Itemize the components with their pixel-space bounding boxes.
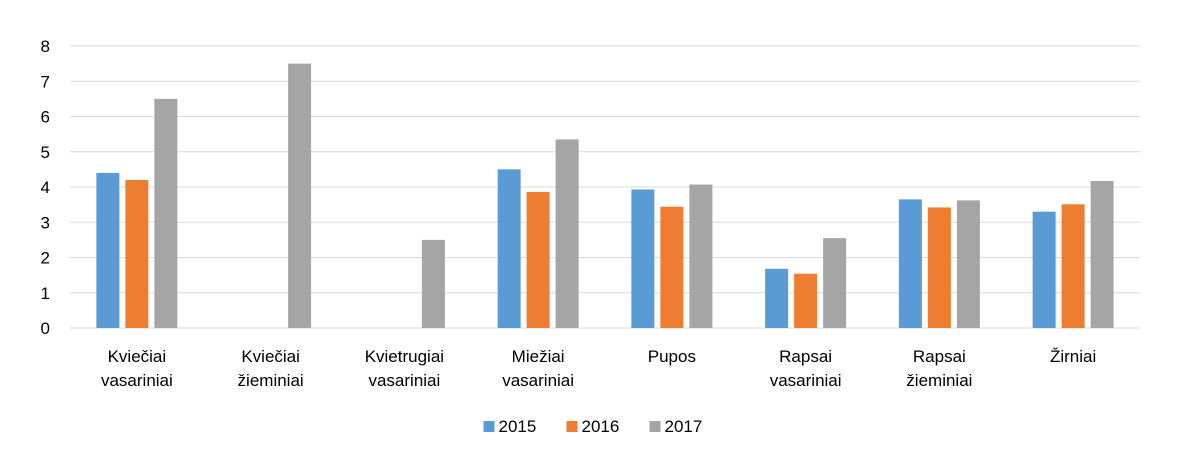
x-category-label: Rapsai žieminiai	[906, 347, 972, 390]
y-tick-label: 7	[41, 72, 50, 91]
bars	[96, 63, 1114, 328]
x-category-label-line: Kvietrugiai	[365, 347, 444, 366]
y-axis-tick-labels: 0 1 2 3 4 5 6 7 8	[41, 37, 50, 338]
y-tick-label: 3	[41, 213, 50, 232]
x-category-label: Pupos	[648, 347, 696, 366]
legend-label: 2015	[499, 417, 537, 436]
x-category-label-line: Rapsai	[913, 347, 966, 366]
x-category-label-line: vasariniai	[502, 371, 574, 390]
bar-2015-4	[631, 189, 655, 328]
x-category-label: Rapsai vasariniai	[770, 347, 842, 390]
bar-2016-5	[794, 273, 818, 328]
y-tick-label: 5	[41, 143, 50, 162]
bar-2015-6	[898, 199, 922, 328]
legend-label: 2017	[665, 417, 703, 436]
bar-2016-0	[125, 179, 149, 328]
legend-swatch	[566, 421, 578, 432]
bar-2016-7	[1061, 204, 1085, 328]
legend-swatch	[649, 421, 661, 432]
y-tick-label: 8	[41, 37, 50, 56]
legend: 2015 2016 2017	[483, 417, 703, 436]
x-category-label-line: žieminiai	[906, 371, 972, 390]
legend-swatch	[483, 421, 495, 432]
bar-2015-5	[765, 268, 789, 328]
bar-2016-6	[927, 207, 951, 328]
y-tick-label: 0	[41, 319, 50, 338]
y-tick-label: 2	[41, 249, 50, 268]
bar-2017-7	[1090, 181, 1114, 328]
x-category-label-line: Miežiai	[512, 347, 565, 366]
x-category-label: Kvietrugiai vasariniai	[365, 347, 444, 390]
legend-label: 2016	[582, 417, 620, 436]
bar-2017-5	[823, 238, 847, 328]
x-category-label-line: Rapsai	[779, 347, 832, 366]
bar-2017-0	[154, 98, 178, 328]
x-category-label-line: Kviečiai	[108, 347, 167, 366]
y-tick-label: 6	[41, 108, 50, 127]
x-axis-category-labels: Kviečiai vasariniai Kviečiai žieminiai Kviet…	[101, 347, 1096, 390]
y-tick-label: 1	[41, 284, 50, 303]
legend-item-2015: 2015	[483, 417, 537, 436]
x-category-label-line: vasariniai	[770, 371, 842, 390]
bar-2017-1	[288, 63, 312, 328]
x-category-label-line: žieminiai	[238, 371, 304, 390]
x-category-label-line: Žirniai	[1050, 347, 1096, 366]
bar-2017-6	[956, 200, 980, 328]
bar-2017-3	[555, 139, 579, 328]
bar-2017-4	[689, 184, 713, 328]
legend-item-2016: 2016	[566, 417, 620, 436]
x-category-label-line: Kviečiai	[241, 347, 300, 366]
x-category-label: Žirniai	[1050, 347, 1096, 366]
bar-2015-7	[1032, 211, 1056, 328]
x-category-label-line: Pupos	[648, 347, 696, 366]
bar-2016-3	[526, 191, 550, 328]
x-category-label: Kviečiai vasariniai	[101, 347, 173, 390]
x-category-label-line: vasariniai	[101, 371, 173, 390]
x-category-label-line: vasariniai	[368, 371, 440, 390]
bar-2016-4	[660, 206, 684, 328]
legend-item-2017: 2017	[649, 417, 703, 436]
bar-2015-3	[497, 169, 521, 328]
gridlines	[70, 45, 1140, 329]
bar-2015-0	[96, 172, 120, 328]
bar-2017-2	[421, 239, 445, 328]
y-tick-label: 4	[41, 178, 50, 197]
x-category-label: Kviečiai žieminiai	[238, 347, 304, 390]
x-category-label: Miežiai vasariniai	[502, 347, 574, 390]
